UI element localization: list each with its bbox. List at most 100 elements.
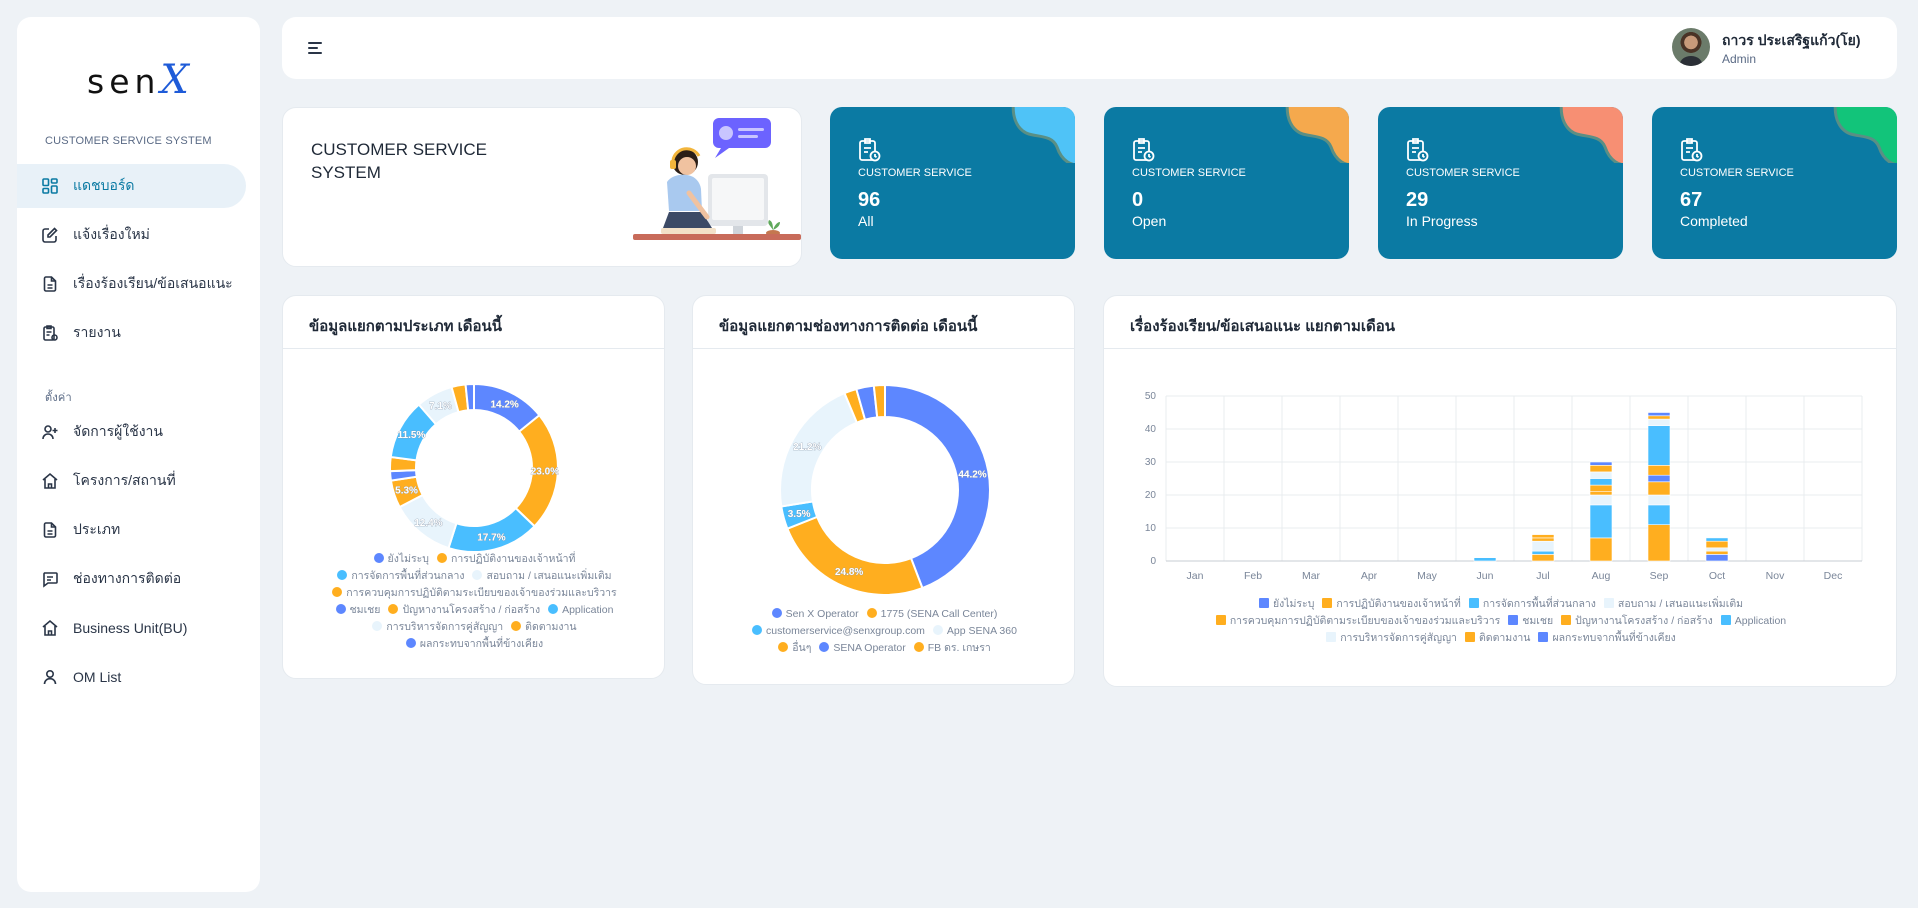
- bar-segment[interactable]: [1531, 537, 1555, 542]
- bar-segment[interactable]: [1705, 540, 1729, 549]
- legend-label: ปัญหางานโครงสร้าง / ก่อสร้าง: [402, 604, 541, 616]
- stat-card-completed[interactable]: CUSTOMER SERVICE 67 Completed: [1652, 107, 1897, 259]
- sidebar-item-complaints[interactable]: เรื่องร้องเรียน/ข้อเสนอแนะ: [17, 262, 246, 306]
- sidebar-item-channels[interactable]: ช่องทางการติดต่อ: [17, 557, 246, 601]
- legend-item[interactable]: ติดตามงาน: [511, 619, 577, 636]
- legend-item[interactable]: การควบคุมการปฏิบัติตามระเบียบของเจ้าของร…: [1215, 613, 1500, 630]
- pie-slice[interactable]: [447, 506, 536, 553]
- legend-item[interactable]: ผลกระทบจากพื้นที่ข้างเคียง: [1538, 630, 1676, 647]
- legend-item[interactable]: ปัญหางานโครงสร้าง / ก่อสร้าง: [1561, 613, 1713, 630]
- legend-item[interactable]: Sen X Operator: [771, 606, 859, 623]
- bar-segment[interactable]: [1647, 494, 1671, 506]
- legend-item[interactable]: 1775 (SENA Call Center): [866, 606, 997, 623]
- sidebar-item-categories[interactable]: ประเภท: [17, 508, 246, 552]
- legend-item[interactable]: การปฏิบัติงานของเจ้าหน้าที่: [436, 551, 575, 568]
- bar-segment[interactable]: [1589, 461, 1613, 466]
- bar-segment[interactable]: [1647, 425, 1671, 466]
- bar-segment[interactable]: [1589, 471, 1613, 479]
- legend-item[interactable]: การบริหารจัดการคู่สัญญา: [1326, 630, 1457, 647]
- legend-item[interactable]: ยังไม่ระบุ: [1258, 596, 1314, 613]
- legend-item[interactable]: การบริหารจัดการคู่สัญญา: [372, 619, 503, 636]
- avatar[interactable]: [1672, 28, 1710, 66]
- sidebar-item-label: จัดการผู้ใช้งาน: [73, 423, 163, 439]
- sidebar-item-om-list[interactable]: OM List: [17, 655, 246, 699]
- legend-item[interactable]: ยังไม่ระบุ: [373, 551, 429, 568]
- bar-segment[interactable]: [1589, 491, 1613, 496]
- bar-segment[interactable]: [1531, 540, 1555, 552]
- legend-item[interactable]: ชมเชย: [335, 602, 380, 619]
- stat-card-in-progress[interactable]: CUSTOMER SERVICE 29 In Progress: [1378, 107, 1623, 259]
- legend-item[interactable]: ผลกระทบจากพื้นที่ข้างเคียง: [405, 636, 543, 653]
- sidebar-item-label: Business Unit(BU): [73, 620, 188, 636]
- legend-item[interactable]: การจัดการพื้นที่ส่วนกลาง: [1468, 596, 1596, 613]
- legend-item[interactable]: Application: [1720, 613, 1786, 630]
- chart-card-by-month: เรื่องร้องเรียน/ข้อเสนอแนะ แยกตามเดือน 0…: [1103, 295, 1897, 687]
- report-icon: [43, 325, 58, 341]
- legend-item[interactable]: การควบคุมการปฏิบัติตามระเบียบของเจ้าของร…: [332, 585, 617, 602]
- legend-item[interactable]: SENA Operator: [819, 640, 906, 657]
- legend-swatch: [913, 642, 924, 652]
- legend-item[interactable]: การปฏิบัติงานของเจ้าหน้าที่: [1322, 596, 1461, 613]
- user-plus-icon: [42, 425, 58, 440]
- bar-segment[interactable]: [1647, 524, 1671, 562]
- legend-item[interactable]: customerservice@senxgroup.com: [752, 623, 925, 640]
- bar-segment[interactable]: [1647, 415, 1671, 420]
- bar-segment[interactable]: [1705, 550, 1729, 555]
- chart-title: ข้อมูลแยกตามช่องทางการติดต่อ เดือนนี้: [719, 318, 978, 335]
- pie-slice[interactable]: [884, 384, 991, 590]
- stat-card-all[interactable]: CUSTOMER SERVICE 96 All: [830, 107, 1075, 259]
- bar-segment[interactable]: [1705, 547, 1729, 552]
- bar-segment[interactable]: [1589, 537, 1613, 562]
- senx-logo[interactable]: senX: [87, 57, 189, 103]
- bar-segment[interactable]: [1589, 494, 1613, 506]
- bar-segment[interactable]: [1647, 504, 1671, 525]
- sidebar-item-business-unit[interactable]: Business Unit(BU): [17, 606, 246, 650]
- stat-caption: Open: [1132, 213, 1167, 229]
- bar-segment[interactable]: [1647, 418, 1671, 426]
- sidebar-item-label: เรื่องร้องเรียน/ข้อเสนอแนะ: [73, 275, 233, 291]
- legend-item[interactable]: การจัดการพื้นที่ส่วนกลาง: [337, 568, 464, 585]
- legend-item[interactable]: App SENA 360: [932, 623, 1017, 640]
- sidebar-item-new-ticket[interactable]: แจ้งเรื่องใหม่: [17, 213, 246, 257]
- sidebar-item-dashboard[interactable]: แดชบอร์ด: [17, 164, 246, 208]
- legend-swatch: [1468, 598, 1479, 608]
- legend-item[interactable]: ชมเชย: [1508, 613, 1553, 630]
- sidebar-item-users[interactable]: จัดการผู้ใช้งาน: [17, 410, 246, 454]
- legend-item[interactable]: อื่นๆ: [778, 640, 811, 657]
- legend-item[interactable]: สอบถาม / เสนอแนะเพิ่มเติม: [472, 568, 612, 585]
- bar-segment[interactable]: [1647, 474, 1671, 483]
- bar-segment[interactable]: [1647, 412, 1671, 417]
- legend-item[interactable]: Application: [548, 602, 613, 619]
- bar-segment[interactable]: [1589, 465, 1613, 473]
- pie-slice[interactable]: [786, 515, 924, 596]
- bar-segment[interactable]: [1473, 557, 1497, 562]
- bar-segment[interactable]: [1705, 537, 1729, 542]
- legend-item[interactable]: FB ดร. เกษรา: [913, 640, 991, 657]
- menu-toggle-icon[interactable]: [308, 39, 326, 57]
- bar-segment[interactable]: [1589, 504, 1613, 539]
- legend-swatch: [548, 604, 559, 614]
- sidebar-item-reports[interactable]: รายงาน: [17, 311, 246, 355]
- legend-item[interactable]: ติดตามงาน: [1464, 630, 1530, 647]
- bar-segment[interactable]: [1531, 554, 1555, 562]
- legend-swatch: [1464, 632, 1475, 642]
- bar-segment[interactable]: [1589, 478, 1613, 486]
- bar-segment[interactable]: [1589, 484, 1613, 493]
- slice-label: 11.5%: [398, 430, 426, 441]
- stat-card-open[interactable]: CUSTOMER SERVICE 0 Open: [1104, 107, 1349, 259]
- sidebar-item-projects[interactable]: โครงการ/สถานที่: [17, 459, 246, 503]
- bar-segment[interactable]: [1647, 465, 1671, 476]
- legend-item[interactable]: สอบถาม / เสนอแนะเพิ่มเติม: [1603, 596, 1743, 613]
- stat-value: 0: [1132, 189, 1144, 211]
- pie-slice[interactable]: [872, 384, 886, 419]
- pie-slice[interactable]: [464, 383, 475, 412]
- bar-segment[interactable]: [1531, 534, 1555, 539]
- legend-swatch: [1322, 598, 1333, 608]
- bar-segment[interactable]: [1647, 481, 1671, 496]
- y-tick-label: 40: [1145, 424, 1157, 435]
- slice-label: 21.2%: [793, 442, 821, 453]
- sidebar-item-label: แดชบอร์ด: [73, 177, 135, 193]
- bar-segment[interactable]: [1705, 554, 1729, 562]
- bar-segment[interactable]: [1531, 550, 1555, 555]
- legend-item[interactable]: ปัญหางานโครงสร้าง / ก่อสร้าง: [388, 602, 540, 619]
